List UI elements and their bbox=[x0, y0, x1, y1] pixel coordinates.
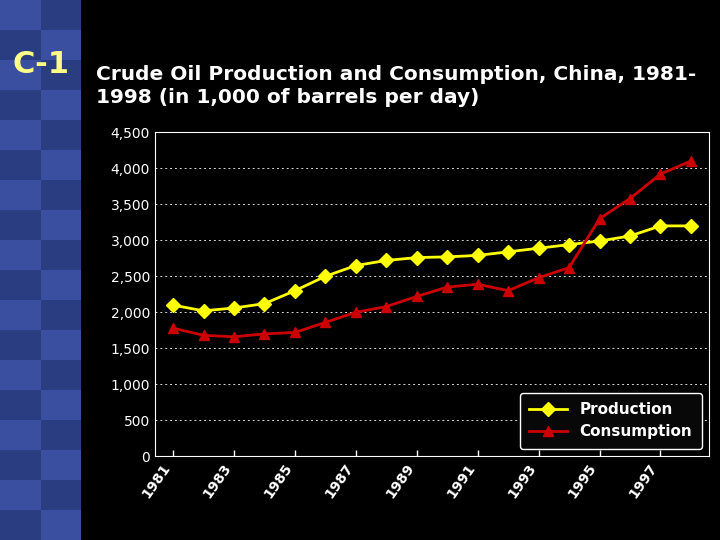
Production bbox=[260, 300, 269, 307]
Consumption bbox=[443, 284, 451, 291]
Bar bbox=[40, 120, 81, 150]
Bar bbox=[0, 210, 40, 240]
Consumption bbox=[291, 329, 300, 336]
Production bbox=[413, 254, 421, 261]
Production bbox=[626, 233, 634, 239]
Bar bbox=[0, 360, 40, 390]
Production bbox=[291, 287, 300, 294]
Text: C-1: C-1 bbox=[12, 50, 69, 79]
Bar bbox=[0, 0, 40, 30]
Production bbox=[443, 254, 451, 260]
Production bbox=[382, 257, 391, 264]
Bar bbox=[0, 180, 40, 210]
Bar bbox=[0, 330, 40, 360]
Consumption bbox=[564, 265, 573, 271]
Bar bbox=[40, 480, 81, 510]
Production bbox=[473, 252, 482, 259]
Bar bbox=[40, 150, 81, 180]
Bar bbox=[40, 90, 81, 120]
Bar bbox=[0, 60, 40, 90]
Bar bbox=[0, 120, 40, 150]
Consumption bbox=[351, 309, 360, 315]
Line: Production: Production bbox=[168, 221, 696, 316]
Bar bbox=[0, 510, 40, 540]
Bar bbox=[40, 30, 81, 60]
Bar bbox=[0, 480, 40, 510]
Production bbox=[534, 245, 543, 252]
Bar bbox=[40, 240, 81, 270]
Consumption bbox=[687, 158, 696, 164]
Text: Crude Oil Production and Consumption, China, 1981-
1998 (in 1,000 of barrels per: Crude Oil Production and Consumption, Ch… bbox=[96, 65, 696, 106]
Bar bbox=[40, 450, 81, 480]
Production bbox=[504, 248, 513, 255]
Bar bbox=[40, 180, 81, 210]
Production bbox=[595, 238, 604, 244]
Production bbox=[168, 302, 177, 308]
Bar bbox=[40, 360, 81, 390]
Bar bbox=[0, 90, 40, 120]
Bar bbox=[40, 300, 81, 330]
Bar bbox=[40, 0, 81, 30]
Bar bbox=[0, 450, 40, 480]
Consumption bbox=[534, 274, 543, 281]
Consumption bbox=[595, 215, 604, 222]
Production bbox=[321, 273, 330, 280]
Production bbox=[564, 241, 573, 248]
Consumption bbox=[413, 293, 421, 300]
Bar bbox=[0, 240, 40, 270]
Consumption bbox=[230, 334, 238, 340]
Consumption bbox=[199, 332, 208, 339]
Bar bbox=[0, 420, 40, 450]
Production bbox=[230, 305, 238, 311]
Bar bbox=[40, 60, 81, 90]
Consumption bbox=[382, 303, 391, 310]
Production bbox=[656, 222, 665, 229]
Line: Consumption: Consumption bbox=[168, 156, 696, 342]
Bar bbox=[0, 30, 40, 60]
Bar bbox=[40, 210, 81, 240]
Bar bbox=[0, 390, 40, 420]
Consumption bbox=[504, 287, 513, 294]
Bar bbox=[40, 330, 81, 360]
Bar bbox=[0, 270, 40, 300]
Production bbox=[687, 222, 696, 229]
Bar bbox=[40, 420, 81, 450]
Legend: Production, Consumption: Production, Consumption bbox=[520, 393, 701, 449]
Consumption bbox=[260, 330, 269, 337]
Bar bbox=[40, 390, 81, 420]
Production bbox=[351, 262, 360, 269]
Consumption bbox=[656, 171, 665, 177]
Bar bbox=[0, 300, 40, 330]
Consumption bbox=[321, 319, 330, 326]
Bar bbox=[40, 270, 81, 300]
Consumption bbox=[168, 325, 177, 332]
Consumption bbox=[473, 281, 482, 287]
Bar bbox=[0, 150, 40, 180]
Consumption bbox=[626, 195, 634, 202]
Production bbox=[199, 308, 208, 314]
Bar bbox=[40, 510, 81, 540]
